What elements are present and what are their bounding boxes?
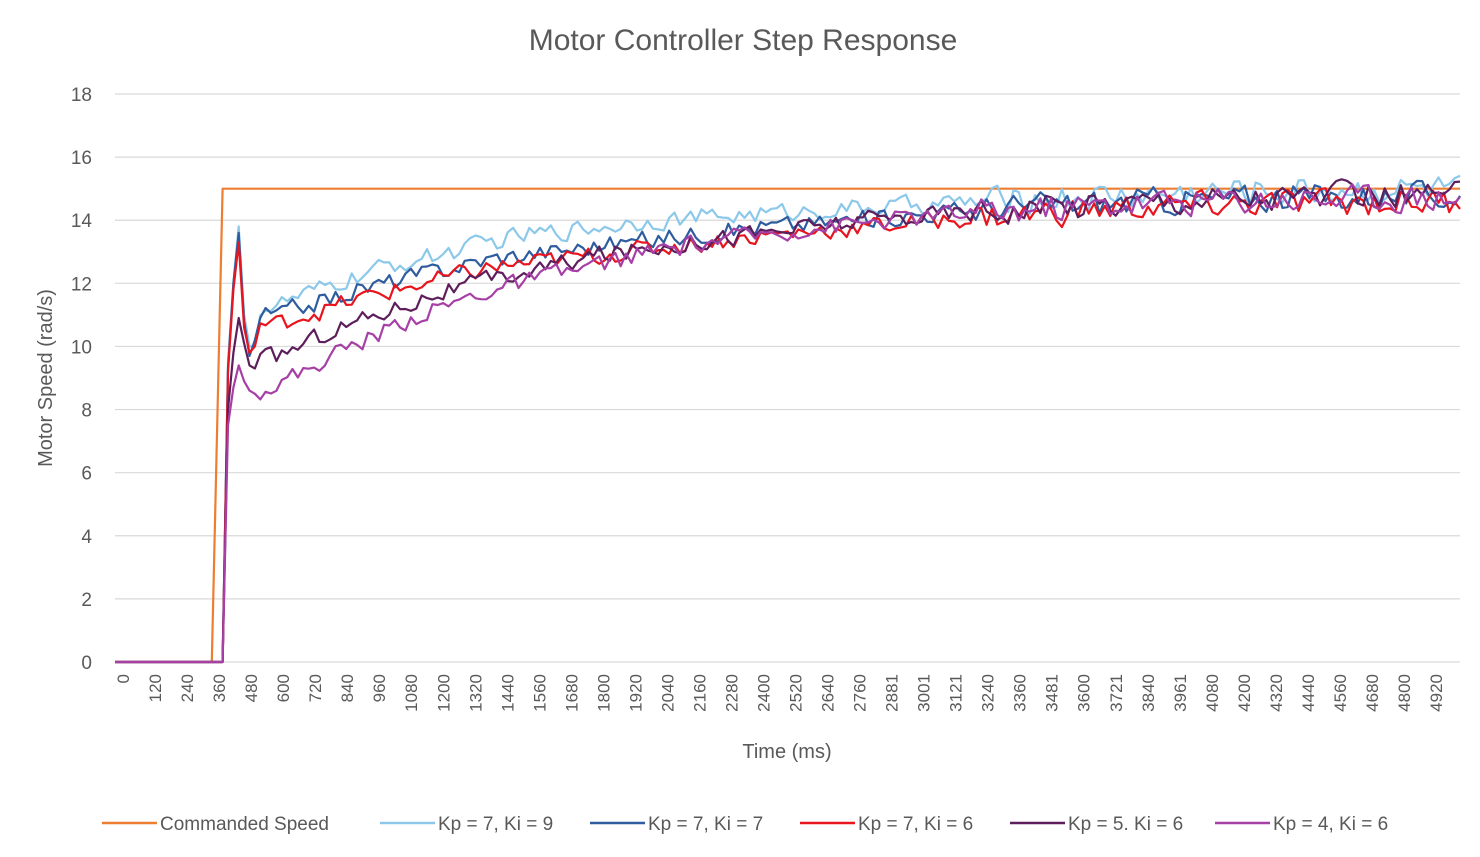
x-tick-label: 1800	[594, 674, 613, 712]
x-tick-label: 360	[210, 674, 229, 702]
x-tick-label: 2400	[754, 674, 773, 712]
x-tick-label: 600	[274, 674, 293, 702]
x-tick-label: 3961	[1171, 674, 1190, 712]
x-tick-label: 2280	[722, 674, 741, 712]
y-tick-label: 2	[81, 590, 92, 611]
x-tick-label: 2040	[658, 674, 677, 712]
y-tick-label: 4	[81, 527, 92, 548]
y-tick-label: 8	[81, 401, 92, 422]
x-tick-label: 840	[338, 674, 357, 702]
x-tick-label: 3481	[1043, 674, 1062, 712]
x-tick-label: 720	[306, 674, 325, 702]
y-axis-title: Motor Speed (rad/s)	[35, 289, 57, 467]
x-tick-label: 480	[242, 674, 261, 702]
series-lines	[115, 174, 1461, 664]
y-tick-label: 6	[81, 464, 92, 485]
x-tick-label: 3840	[1139, 674, 1158, 712]
x-tick-label: 4920	[1427, 674, 1446, 712]
x-tick-label: 1200	[434, 674, 453, 712]
x-tick-label: 1080	[402, 674, 421, 712]
x-tick-label: 4440	[1299, 674, 1318, 712]
x-tick-label: 3121	[947, 674, 966, 712]
y-tick-label: 0	[81, 653, 92, 674]
x-tick-label: 2160	[690, 674, 709, 712]
series-line	[115, 179, 1461, 664]
x-tick-label: 1920	[626, 674, 645, 712]
legend-label: Kp = 7, Ki = 9	[438, 814, 553, 835]
x-axis-title: Time (ms)	[742, 741, 831, 763]
y-tick-label: 10	[71, 337, 92, 358]
x-tick-label: 2520	[787, 674, 806, 712]
y-tick-label: 14	[71, 211, 93, 232]
x-axis-ticks: 0 120 240 360 480 600 720 840 960 1080 1200 1320 144…	[114, 674, 1446, 712]
x-tick-label: 3001	[915, 674, 934, 712]
x-tick-label: 1560	[530, 674, 549, 712]
x-tick-label: 3721	[1107, 674, 1126, 712]
x-tick-label: 2760	[851, 674, 870, 712]
x-tick-label: 4560	[1331, 674, 1350, 712]
legend-label: Kp = 7, Ki = 7	[648, 814, 763, 835]
x-tick-label: 2640	[819, 674, 838, 712]
x-tick-label: 1440	[498, 674, 517, 712]
y-tick-label: 12	[71, 274, 92, 295]
x-tick-label: 1320	[466, 674, 485, 712]
x-tick-label: 4200	[1235, 674, 1254, 712]
series-line	[115, 183, 1461, 664]
series-line	[115, 178, 1461, 664]
gridlines	[115, 93, 1460, 663]
legend-label: Kp = 7, Ki = 6	[858, 814, 973, 835]
series-line	[115, 174, 1461, 664]
x-tick-label: 4080	[1203, 674, 1222, 712]
chart-title: Motor Controller Step Response	[529, 24, 958, 57]
x-tick-label: 120	[146, 674, 165, 702]
y-axis-ticks: 0 2 4 6 8 10 12 14 16 18	[71, 85, 93, 674]
x-tick-label: 4680	[1363, 674, 1382, 712]
x-tick-label: 3360	[1011, 674, 1030, 712]
y-tick-label: 18	[71, 85, 92, 106]
x-tick-label: 3240	[979, 674, 998, 712]
x-tick-label: 4320	[1267, 674, 1286, 712]
y-tick-label: 16	[71, 148, 92, 169]
x-tick-label: 960	[370, 674, 389, 702]
x-tick-label: 240	[178, 674, 197, 702]
x-tick-label: 4800	[1395, 674, 1414, 712]
x-tick-label: 1680	[562, 674, 581, 712]
x-tick-label: 3600	[1075, 674, 1094, 712]
legend-label: Kp = 4, Ki = 6	[1273, 814, 1388, 835]
legend-label: Commanded Speed	[160, 814, 329, 835]
x-tick-label: 2881	[883, 674, 902, 712]
series-line	[115, 187, 1460, 664]
series-line	[115, 187, 1461, 664]
legend-label: Kp = 5. Ki = 6	[1068, 814, 1183, 835]
legend: Commanded Speed Kp = 7, Ki = 9 Kp = 7, Ki …	[102, 814, 1388, 835]
x-tick-label: 0	[114, 674, 133, 683]
